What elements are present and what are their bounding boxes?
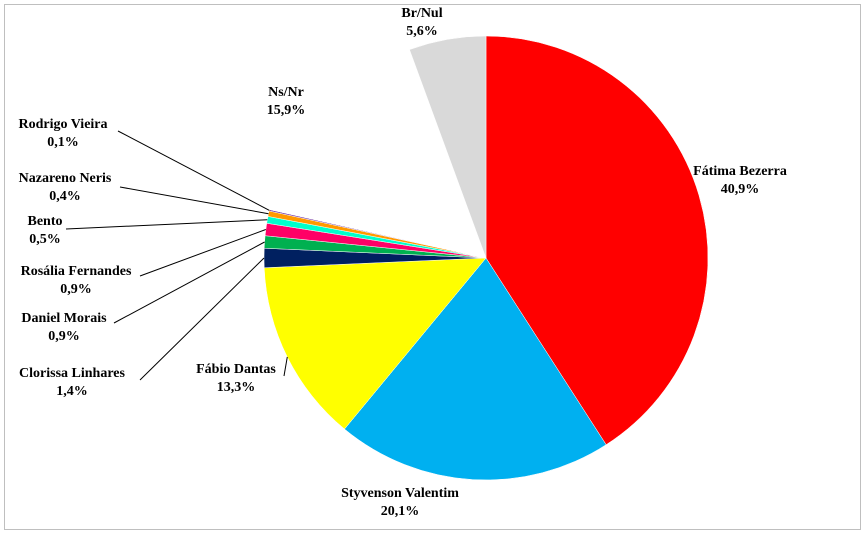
slice-label-ns-nr: Ns/Nr [268, 85, 304, 100]
pie-slice-styvenson-valentim [344, 257, 607, 481]
slice-label-br-nul: Br/Nul [401, 6, 442, 21]
slice-value-clorissa-linhares: 1,4% [56, 384, 88, 399]
leader-line-clorissa-linhares [139, 257, 265, 381]
slice-value-styvenson-valentim: 20,1% [381, 504, 420, 519]
slice-label-fatima-bezerra: Fátima Bezerra [693, 164, 787, 179]
slice-label-styvenson-valentim: Styvenson Valentim [341, 486, 459, 501]
slice-value-daniel-morais: 0,9% [48, 329, 80, 344]
leader-line-rosalia-fernandes [139, 229, 266, 277]
slice-value-fabio-dantas: 13,3% [217, 380, 256, 395]
slice-value-rodrigo-vieira: 0,1% [47, 135, 79, 150]
slice-label-fabio-dantas: Fábio Dantas [196, 362, 276, 377]
leader-line-bento [65, 219, 268, 230]
slice-value-rosalia-fernandes: 0,9% [60, 282, 92, 297]
slice-value-br-nul: 5,6% [406, 24, 438, 39]
leader-line-nazareno-neris [119, 186, 269, 215]
slice-value-fatima-bezerra: 40,9% [721, 182, 760, 197]
chart-frame [4, 4, 861, 530]
leader-line-fabio-dantas [283, 356, 288, 377]
leader-line-rodrigo-vieira [117, 130, 270, 211]
slice-label-rosalia-fernandes: Rosália Fernandes [21, 264, 132, 279]
slice-value-ns-nr: 15,9% [267, 103, 306, 118]
slice-value-bento: 0,5% [29, 232, 61, 247]
pie-slice-fatima-bezerra [485, 35, 709, 446]
pie-slice-ns-nr [269, 49, 487, 259]
pie-slice-br-nul [409, 35, 487, 259]
slice-label-bento: Bento [28, 214, 63, 229]
slice-value-nazareno-neris: 0,4% [49, 189, 81, 204]
pie-slice-fabio-dantas [263, 257, 487, 430]
leader-line-daniel-morais [113, 241, 265, 324]
slice-label-daniel-morais: Daniel Morais [21, 311, 107, 326]
slice-label-nazareno-neris: Nazareno Neris [19, 171, 112, 186]
slice-label-clorissa-linhares: Clorissa Linhares [19, 366, 125, 381]
slice-label-rodrigo-vieira: Rodrigo Vieira [18, 117, 107, 132]
